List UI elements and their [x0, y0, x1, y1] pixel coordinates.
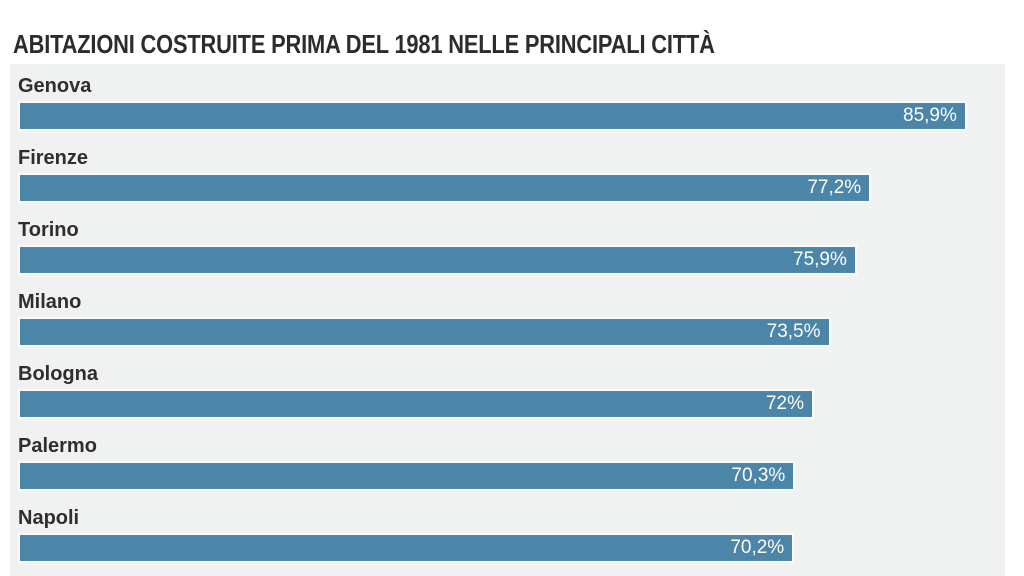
bar-row: Bologna 72% [10, 352, 1005, 424]
bar-row: Napoli 70,2% [10, 496, 1005, 568]
bar-row: Genova 85,9% [10, 64, 1005, 136]
bar-category-label: Milano [18, 291, 82, 313]
bar-row: Milano 73,5% [10, 280, 1005, 352]
bar-value-label: 75,9% [793, 249, 847, 270]
bar-value-label: 85,9% [903, 105, 957, 126]
bar-category-label: Firenze [18, 147, 89, 169]
bar-value-label: 72% [765, 393, 804, 414]
bar: 85,9% [18, 101, 967, 131]
bar-chart-panel: Genova 85,9% Firenze 77,2% Torino 75,9% Milano… [10, 64, 1005, 576]
chart-title: ABITAZIONI COSTRUITE PRIMA DEL 1981 NELL… [13, 29, 715, 60]
bar-value-label: 77,2% [807, 177, 862, 198]
bar-category-label: Bologna [18, 363, 98, 385]
bar-value-label: 70,3% [731, 465, 786, 486]
bar: 75,9% [18, 245, 857, 275]
bar-row: Torino 75,9% [10, 208, 1005, 280]
bar: 70,2% [18, 533, 795, 563]
bar-row: Firenze 77,2% [10, 136, 1005, 208]
bar: 73,5% [18, 317, 831, 347]
bar-category-label: Napoli [18, 507, 80, 529]
bar-category-label: Torino [18, 219, 79, 241]
bar-row: Palermo 70,3% [10, 424, 1005, 496]
bar: 70,3% [18, 461, 796, 491]
bar-category-label: Genova [18, 75, 92, 97]
bar-value-label: 73,5% [766, 321, 821, 342]
bar-value-label: 70,2% [730, 537, 785, 558]
bar-rows-container: Genova 85,9% Firenze 77,2% Torino 75,9% Milano… [10, 64, 1005, 568]
bar: 72% [18, 389, 814, 419]
bar-category-label: Palermo [18, 435, 97, 457]
bar: 77,2% [18, 173, 872, 203]
